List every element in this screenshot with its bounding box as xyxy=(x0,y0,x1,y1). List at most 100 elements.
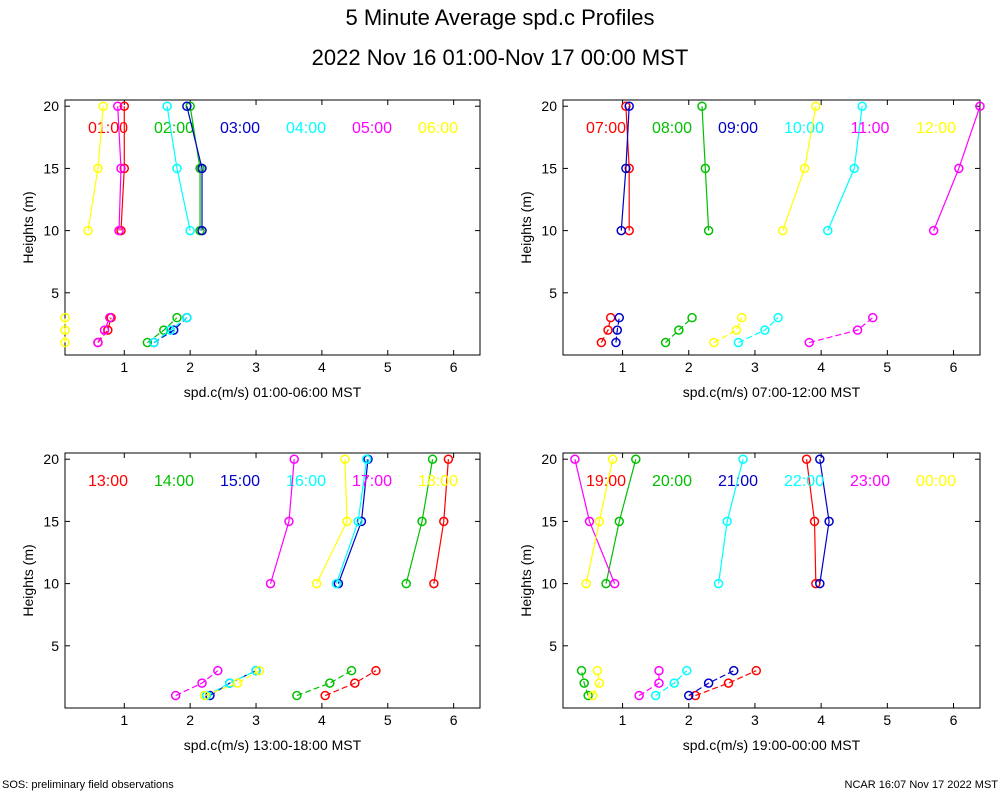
data-point xyxy=(443,454,454,464)
data-point xyxy=(621,101,631,111)
series-line-upper xyxy=(827,106,863,231)
series-1700 xyxy=(170,454,299,701)
data-point xyxy=(213,665,223,676)
data-point xyxy=(605,312,616,323)
data-point xyxy=(342,516,352,527)
data-point xyxy=(594,516,605,527)
data-point xyxy=(284,516,294,527)
series-1100 xyxy=(804,101,985,348)
data-point xyxy=(690,690,701,701)
series-line-upper xyxy=(933,106,981,231)
data-point xyxy=(119,101,130,111)
data-point xyxy=(811,101,821,111)
plot-frame xyxy=(64,452,481,709)
series-1200 xyxy=(709,101,821,348)
data-point xyxy=(731,325,742,335)
data-point xyxy=(799,163,810,174)
data-point xyxy=(429,578,439,589)
series-line-upper xyxy=(405,459,434,584)
data-point xyxy=(172,163,182,174)
data-point xyxy=(182,312,192,323)
data-point xyxy=(197,225,207,236)
data-point xyxy=(371,665,381,676)
data-point xyxy=(199,690,210,701)
data-point xyxy=(634,690,644,701)
data-point xyxy=(114,225,124,236)
series-0000 xyxy=(581,454,618,701)
chart-panel-2: 1 2 3 4 5 6 5 10 15 20 spd.c(m/s) 07:00-12:00 MST H… xyxy=(518,98,985,400)
series-line-upper xyxy=(186,106,203,231)
data-point xyxy=(674,325,684,335)
data-point xyxy=(682,665,692,676)
y-axis-label: Heights (m) xyxy=(20,544,36,616)
y-tick-label: 5 xyxy=(549,285,557,301)
plot-frame xyxy=(562,452,981,709)
data-point xyxy=(609,578,620,589)
data-point xyxy=(325,678,335,688)
footer-right: NCAR 16:07 Nov 17 2022 MST xyxy=(845,779,999,791)
series-line-lower xyxy=(97,317,112,343)
data-point xyxy=(254,665,265,676)
data-point xyxy=(650,690,661,701)
data-point xyxy=(93,337,103,348)
series-line-lower xyxy=(695,670,757,697)
x-tick-label: 2 xyxy=(186,359,194,375)
series-0100 xyxy=(93,101,130,348)
data-point xyxy=(723,678,734,688)
series-2200 xyxy=(650,454,748,701)
data-point xyxy=(162,101,172,111)
series-line-upper xyxy=(189,106,201,231)
x-tick-label: 1 xyxy=(120,712,128,728)
series-line-upper xyxy=(269,459,295,584)
data-point xyxy=(624,163,634,174)
series-line-upper xyxy=(805,459,817,584)
data-point xyxy=(612,325,623,335)
x-tick-label: 6 xyxy=(450,359,458,375)
data-point xyxy=(607,454,618,464)
data-point xyxy=(592,665,603,676)
data-point xyxy=(687,312,697,323)
data-point xyxy=(654,665,664,676)
series-label-2100: 21:00 xyxy=(718,473,758,490)
x-tick-label: 6 xyxy=(450,712,458,728)
y-axis-label: Heights (m) xyxy=(518,544,534,616)
data-point xyxy=(60,325,70,335)
y-tick-label: 20 xyxy=(541,98,557,114)
data-point xyxy=(583,690,593,701)
series-line-upper xyxy=(117,106,122,231)
data-point xyxy=(809,516,820,527)
data-point xyxy=(751,665,762,676)
data-point xyxy=(738,454,748,464)
y-tick-label: 10 xyxy=(43,223,59,239)
data-point xyxy=(182,101,192,111)
data-point xyxy=(581,578,591,589)
series-label-0100: 01:00 xyxy=(88,120,128,137)
data-point xyxy=(119,163,130,174)
series-label-0500: 05:00 xyxy=(352,120,392,137)
data-point xyxy=(149,337,159,348)
x-tick-label: 4 xyxy=(817,712,825,728)
data-point xyxy=(185,225,195,236)
series-label-1900: 19:00 xyxy=(586,473,626,490)
data-point xyxy=(579,678,589,688)
data-point xyxy=(320,690,330,701)
series-line-upper xyxy=(605,459,637,584)
x-tick-label: 5 xyxy=(883,359,891,375)
series-1000 xyxy=(733,101,867,348)
data-point xyxy=(614,516,625,527)
y-tick-label: 20 xyxy=(541,451,557,467)
figure-title: 5 Minute Average spd.c Profiles xyxy=(346,5,655,30)
series-line-upper xyxy=(819,459,830,584)
data-point xyxy=(93,163,103,174)
data-point xyxy=(709,337,719,348)
data-point xyxy=(823,225,833,236)
x-tick-label: 5 xyxy=(384,359,392,375)
y-tick-label: 5 xyxy=(51,638,59,654)
series-line-lower xyxy=(175,670,219,697)
series-label-0200: 02:00 xyxy=(154,120,194,137)
series-line-lower xyxy=(738,317,779,344)
series-0700 xyxy=(596,101,634,348)
x-tick-label: 3 xyxy=(751,712,759,728)
series-line-upper xyxy=(316,459,348,584)
